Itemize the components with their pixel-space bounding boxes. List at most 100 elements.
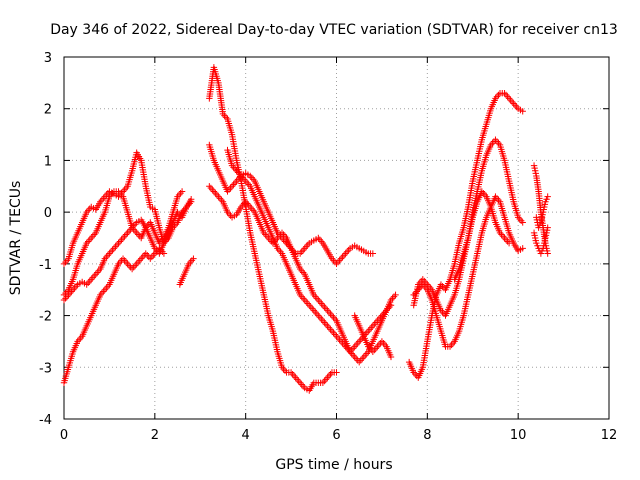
- data-point: [374, 343, 381, 350]
- data-point: [278, 229, 286, 237]
- data-point: [511, 102, 519, 109]
- data-point: [303, 243, 310, 250]
- series-arc-2: [60, 188, 186, 299]
- data-point: [513, 103, 520, 111]
- data-point: [327, 310, 334, 318]
- data-point: [421, 283, 428, 290]
- data-point: [312, 308, 319, 316]
- data-point: [368, 324, 375, 331]
- data-marks: [60, 64, 551, 394]
- data-point: [289, 370, 296, 378]
- data-point: [340, 252, 348, 259]
- data-point: [121, 257, 128, 264]
- data-point: [122, 231, 130, 238]
- series-arc-5: [176, 255, 197, 288]
- data-point: [357, 357, 364, 364]
- data-point: [363, 329, 370, 337]
- data-point: [321, 319, 328, 326]
- data-point: [502, 91, 510, 99]
- data-point: [331, 331, 339, 338]
- data-point: [215, 193, 222, 200]
- data-point: [207, 184, 215, 192]
- data-point: [118, 236, 125, 243]
- data-point: [72, 283, 80, 290]
- y-axis-tick-labels: -4 -3 -2 -1 0 1 2 3: [39, 51, 52, 428]
- data-point: [371, 320, 378, 328]
- data-point: [134, 258, 142, 266]
- data-point: [325, 324, 333, 331]
- data-point: [89, 274, 96, 281]
- data-point: [103, 284, 110, 292]
- data-point: [216, 195, 224, 202]
- data-point: [328, 312, 336, 319]
- data-point: [89, 233, 96, 240]
- data-point: [319, 317, 327, 324]
- data-point: [101, 286, 109, 293]
- data-point: [243, 179, 251, 187]
- data-point: [321, 303, 328, 311]
- data-point: [495, 91, 502, 99]
- series-arc-8: [206, 183, 395, 366]
- data-point: [293, 376, 301, 383]
- data-point: [324, 307, 331, 314]
- data-point: [136, 257, 143, 264]
- grid-lines: [64, 57, 609, 419]
- data-point: [131, 221, 139, 228]
- series-arc-17: [533, 193, 551, 231]
- data-point: [147, 255, 154, 262]
- data-point: [390, 293, 398, 300]
- data-point: [115, 239, 122, 247]
- data-point: [349, 352, 357, 359]
- data-point: [349, 345, 357, 352]
- data-point: [290, 372, 298, 380]
- data-point: [304, 241, 311, 249]
- data-point: [63, 293, 71, 300]
- data-point: [327, 370, 334, 378]
- data-point: [315, 296, 322, 304]
- x-tick-label: 4: [242, 428, 250, 443]
- data-point: [230, 181, 237, 188]
- data-point: [107, 248, 115, 255]
- data-point: [60, 260, 68, 268]
- y-tick-label: -3: [39, 361, 52, 376]
- data-point: [190, 255, 197, 262]
- data-point: [100, 288, 107, 295]
- data-point: [299, 295, 307, 302]
- data-point: [359, 355, 366, 362]
- data-point: [318, 300, 325, 307]
- data-point: [339, 253, 346, 261]
- data-point: [130, 264, 137, 271]
- data-point: [334, 334, 342, 342]
- data-point: [139, 253, 146, 261]
- data-point: [119, 255, 127, 262]
- series-arc-6: [206, 64, 340, 394]
- data-point: [307, 303, 314, 311]
- data-point: [352, 341, 360, 349]
- y-tick-label: 2: [44, 103, 52, 118]
- data-point: [357, 336, 364, 343]
- data-point: [86, 236, 93, 243]
- series-arc-16: [530, 224, 551, 257]
- data-point: [231, 179, 239, 187]
- series-arc-10: [351, 312, 395, 361]
- data-point: [354, 339, 361, 347]
- data-point: [322, 376, 330, 383]
- data-point: [296, 379, 304, 386]
- series-arc-13: [410, 193, 526, 350]
- data-point: [227, 184, 234, 192]
- data-point: [188, 257, 196, 264]
- data-point: [392, 291, 399, 299]
- series-arc-4: [60, 245, 168, 386]
- data-point: [124, 260, 131, 268]
- data-point: [248, 205, 255, 212]
- data-point: [62, 258, 69, 266]
- data-point: [213, 191, 221, 199]
- data-point: [138, 255, 145, 262]
- data-point: [372, 345, 380, 352]
- data-point: [104, 252, 112, 259]
- data-point: [366, 326, 374, 333]
- data-point: [448, 341, 455, 349]
- data-point: [343, 248, 351, 255]
- data-point: [127, 226, 134, 233]
